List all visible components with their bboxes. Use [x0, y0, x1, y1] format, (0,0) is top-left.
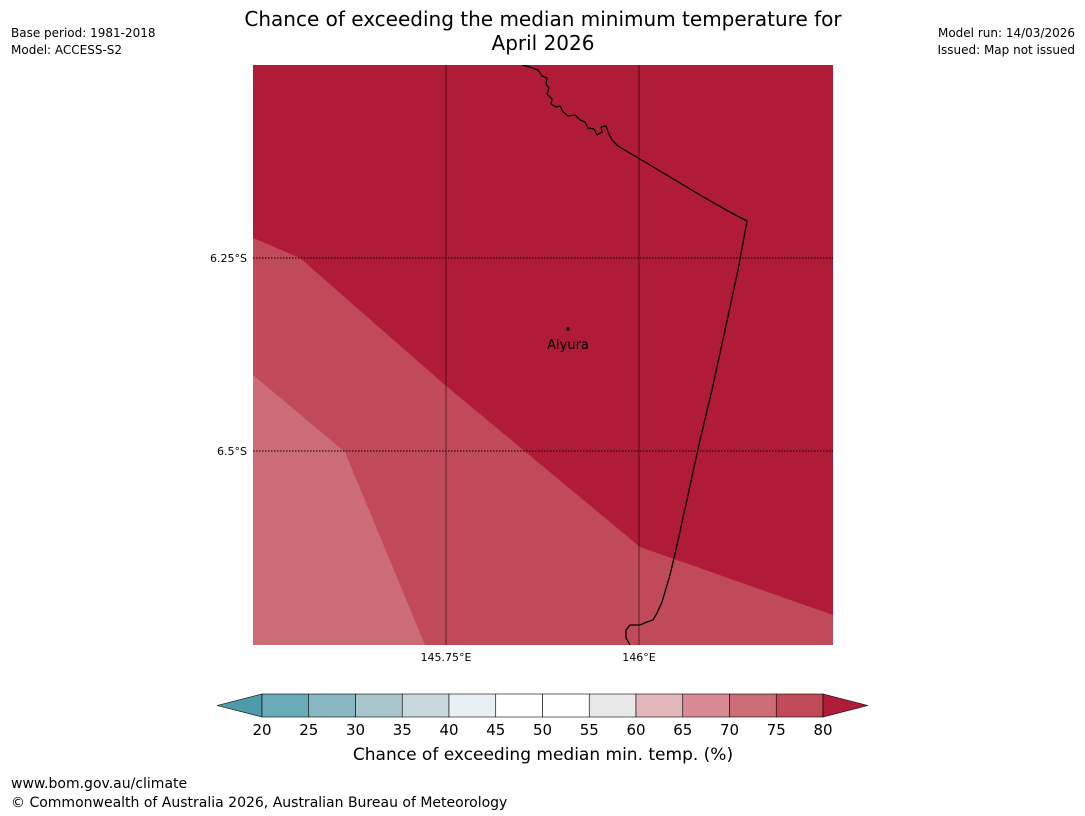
colorbar-ticks: 20 25 30 35 40 45 50 55 60 65 70 75 80	[252, 721, 832, 739]
colorbar-tick-label: 20	[252, 721, 271, 739]
colorbar-tick-label: 80	[813, 721, 832, 739]
website-link[interactable]: www.bom.gov.au/climate	[11, 776, 188, 792]
colorbar-label: Chance of exceeding median min. temp. (%…	[352, 745, 734, 765]
colorbar-tick-label: 75	[767, 721, 786, 739]
longitude-label: 146°E	[622, 651, 655, 664]
colorbar-tick-label: 45	[486, 721, 505, 739]
map-figure: Aiyura 6.25°S 6.5°S 145.75°E 146°E	[210, 65, 833, 664]
colorbar-tick-label: 60	[626, 721, 645, 739]
model-run: Model run: 14/03/2026	[937, 26, 1075, 40]
colorbar-tick-label: 70	[720, 721, 739, 739]
colorbar-bin	[682, 693, 730, 718]
colorbar-over-arrow	[822, 693, 869, 718]
copyright-text: © Commonwealth of Australia 2026, Austra…	[11, 795, 508, 811]
colorbar-bin	[308, 693, 356, 718]
colorbar-tick-label: 55	[580, 721, 599, 739]
colorbar-bin	[355, 693, 403, 718]
map-title: Chance of exceeding the median minimum t…	[200, 7, 886, 55]
place-label: Aiyura	[547, 338, 589, 353]
colorbar-tick-label: 25	[299, 721, 318, 739]
latitude-label: 6.25°S	[210, 252, 247, 265]
province-border-line	[521, 65, 748, 645]
title-line-2: April 2026	[491, 31, 595, 55]
region-75-80	[253, 238, 833, 645]
colorbar-bin	[588, 693, 637, 718]
colorbar-tick-label: 50	[533, 721, 552, 739]
colorbar-bin	[495, 693, 543, 718]
place-marker	[566, 327, 570, 331]
issued-status: Issued: Map not issued	[937, 43, 1075, 57]
model-name: Model: ACCESS-S2	[11, 43, 123, 57]
colorbar-tick-label: 35	[393, 721, 412, 739]
colorbar-tick-label: 65	[673, 721, 692, 739]
colorbar-bin	[448, 693, 497, 718]
colorbar-bin	[775, 693, 824, 718]
colorbar-bin	[635, 693, 684, 718]
map-plot-area: Aiyura	[253, 65, 833, 645]
colorbar-bin	[401, 693, 450, 718]
colorbar-bin	[729, 693, 777, 718]
colorbar-tick-label: 30	[346, 721, 365, 739]
colorbar-under-arrow	[216, 693, 263, 718]
meta-right: Model run: 14/03/2026 Issued: Map not is…	[937, 25, 1075, 59]
base-period: Base period: 1981-2018	[11, 26, 156, 40]
colorbar-bins	[216, 693, 869, 718]
colorbar-tick-label: 40	[439, 721, 458, 739]
meta-left: Base period: 1981-2018 Model: ACCESS-S2	[11, 25, 156, 59]
title-line-1: Chance of exceeding the median minimum t…	[244, 7, 842, 31]
colorbar-bin	[261, 693, 310, 718]
footer: www.bom.gov.au/climate © Commonwealth of…	[11, 775, 507, 813]
longitude-label: 145.75°E	[421, 651, 472, 664]
colorbar-bin	[542, 693, 590, 718]
region-70-75	[253, 375, 425, 645]
latitude-label: 6.5°S	[217, 445, 247, 458]
